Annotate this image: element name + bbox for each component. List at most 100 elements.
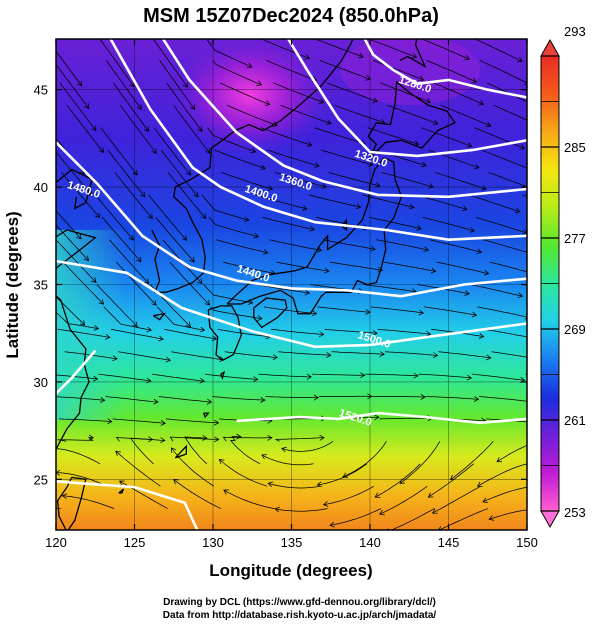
streamline: [472, 373, 525, 381]
streamline: [117, 351, 171, 361]
footer-credit-dcl: Drawing by DCL (https://www.gfd-dennou.o…: [163, 597, 436, 608]
streamline: [110, 328, 164, 340]
streamline: [428, 463, 474, 498]
streamline-arrow: [243, 216, 250, 223]
streamline-arrow: [261, 454, 267, 460]
streamline-arrow: [430, 267, 437, 274]
streamline: [212, 396, 265, 401]
streamline: [171, 351, 224, 361]
x-tick-label: 150: [516, 535, 538, 550]
streamline: [387, 104, 438, 125]
streamline-arrow: [399, 478, 406, 484]
y-tick-label: 45: [34, 83, 48, 98]
streamline: [223, 261, 276, 274]
streamline: [482, 486, 527, 503]
streamline: [153, 127, 191, 176]
x-tick-label: 140: [359, 535, 381, 550]
streamline-arrow: [87, 190, 93, 197]
streamline: [381, 172, 434, 188]
streamline-arrow: [143, 126, 150, 132]
streamline: [331, 351, 385, 355]
colorbar-tick-label: 277: [564, 231, 586, 246]
streamline-arrow: [318, 98, 325, 104]
streamline: [372, 60, 424, 81]
streamline: [275, 437, 325, 442]
streamline: [380, 82, 431, 103]
streamline-arrow: [309, 225, 316, 232]
streamline: [214, 149, 266, 169]
streamline-arrow: [416, 225, 422, 231]
streamline-arrow: [418, 309, 425, 316]
streamline-arrow: [432, 352, 439, 358]
streamline: [333, 104, 385, 124]
coastline: [207, 305, 242, 362]
height-contours: [56, 39, 527, 530]
height-contour: [286, 39, 527, 158]
streamline: [212, 60, 262, 86]
streamline: [207, 127, 256, 153]
streamline-arrow: [204, 148, 211, 154]
streamline: [342, 441, 387, 478]
streamline: [98, 373, 151, 382]
y-tick-label: 35: [34, 278, 48, 293]
streamline-arrow: [92, 375, 99, 382]
streamline: [57, 437, 94, 442]
colorbar-min-arrow: [540, 510, 560, 529]
streamline: [321, 149, 373, 166]
streamline-arrow: [94, 212, 101, 219]
streamline-arrow: [476, 481, 483, 487]
streamline-arrow: [530, 251, 535, 256]
streamline: [490, 261, 527, 273]
streamline-arrow: [534, 187, 539, 192]
streamline: [159, 60, 196, 110]
streamline-arrow: [421, 161, 427, 168]
streamline-arrow: [374, 414, 380, 421]
streamline-arrow: [418, 75, 425, 82]
streamline-arrow: [367, 393, 373, 400]
coastline: [56, 476, 87, 530]
streamline: [379, 417, 433, 420]
streamline: [379, 485, 428, 515]
streamline: [109, 239, 149, 284]
streamline-arrow: [324, 267, 330, 274]
colorbar: 253 261 269 277 285 293: [540, 24, 586, 529]
streamline: [260, 39, 310, 59]
streamline-arrow: [372, 97, 379, 103]
coastline: [152, 312, 166, 321]
streamline: [365, 373, 419, 377]
streamline-arrow: [118, 480, 125, 486]
streamline: [99, 39, 135, 88]
streamline: [484, 328, 527, 338]
streamline: [260, 127, 312, 146]
streamline: [269, 239, 322, 251]
streamline-arrow: [342, 472, 349, 478]
streamline-arrow: [316, 481, 323, 488]
chart-title: MSM 15Z07Dec2024 (850.0hPa): [143, 5, 439, 27]
streamline-arrow: [478, 100, 485, 106]
streamline-arrow: [304, 54, 311, 60]
streamline: [219, 459, 268, 487]
streamline: [100, 127, 138, 176]
streamline: [468, 194, 521, 213]
streamline: [158, 396, 212, 403]
streamline-arrow: [214, 436, 220, 443]
x-tick-label: 145: [438, 535, 460, 550]
streamline-arrow: [170, 447, 177, 453]
streamline: [493, 104, 527, 121]
x-tick-label: 120: [45, 535, 67, 550]
streamline: [114, 172, 153, 219]
cold-core: [170, 39, 330, 155]
x-axis: 120 125 130 135 140 145 150: [45, 39, 538, 550]
streamline: [57, 328, 110, 338]
streamline: [116, 261, 157, 306]
streamline: [383, 261, 436, 272]
streamline-arrow: [329, 521, 335, 528]
streamline: [489, 509, 527, 520]
streamline-arrow: [425, 98, 432, 104]
streamline-arrow: [313, 394, 320, 401]
streamline-arrow: [485, 121, 492, 128]
y-axis: 25 30 35 40 45: [34, 83, 527, 487]
streamline: [450, 441, 494, 480]
streamline-arrow: [158, 335, 164, 342]
